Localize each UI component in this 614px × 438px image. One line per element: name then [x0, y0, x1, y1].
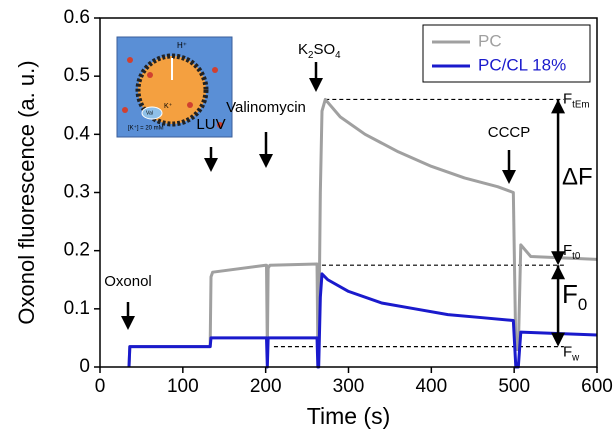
salt-label-part: SO — [313, 41, 335, 58]
annotation: LUV — [196, 116, 225, 133]
y-tick-label: 0.3 — [64, 182, 90, 203]
y-tick-label: 0.1 — [64, 298, 90, 319]
data-line — [127, 272, 598, 369]
f0-label: F0 — [562, 279, 587, 314]
inset-label: [K⁺] = 20 mM — [128, 125, 164, 132]
arrow-head — [551, 332, 566, 347]
x-tick-label: 400 — [415, 376, 447, 397]
arrow-head — [121, 316, 135, 330]
level-label-part: F — [563, 242, 572, 259]
y-tick-label: 0.4 — [64, 123, 91, 144]
x-tick-label: 600 — [581, 376, 613, 397]
level-label-part: t0 — [572, 251, 581, 262]
salt-label-part: K — [298, 41, 308, 58]
level-label-part: F — [563, 344, 572, 361]
x-axis-label: Time (s) — [307, 403, 390, 429]
y-tick-label: 0.6 — [64, 7, 90, 28]
arrow-head — [259, 154, 273, 168]
plot-frame — [99, 17, 598, 368]
y-axis-label: Oxonol fluorescence (a. u.) — [14, 60, 39, 324]
level-label-part: w — [571, 353, 580, 364]
level-label-part: tEm — [572, 100, 589, 111]
x-tick-label: 200 — [250, 376, 282, 397]
level-label: Fw — [563, 344, 580, 364]
annotation: Valinomycin — [226, 99, 306, 116]
arrow-head — [551, 99, 566, 114]
f0-label-part: F — [562, 279, 578, 309]
x-tick-label: 0 — [95, 376, 106, 397]
y-tick-label: 0.5 — [64, 65, 90, 86]
inset-label: H⁺ — [177, 41, 187, 50]
arrow-head — [204, 158, 218, 172]
arrow-head — [502, 170, 516, 184]
level-label: FtEm — [563, 90, 590, 110]
f0-label-part: 0 — [578, 295, 587, 314]
level-label-part: F — [563, 90, 572, 107]
inset-label: K⁺ — [164, 103, 173, 110]
level-label: Ft0 — [563, 242, 581, 262]
delta-label: ΔF — [562, 163, 593, 190]
annotation: CCCP — [488, 124, 531, 141]
inset-label: Val — [146, 110, 153, 116]
legend-label: PC — [478, 31, 502, 50]
x-tick-label: 100 — [167, 376, 199, 397]
valinomycin-icon — [141, 106, 163, 120]
arrow-head — [551, 265, 566, 280]
x-tick-label: 500 — [498, 376, 530, 397]
y-tick-label: 0 — [79, 356, 90, 377]
annotation: Oxonol — [104, 273, 152, 290]
salt-label-part: 2 — [308, 50, 313, 61]
arrow-head — [551, 251, 566, 266]
salt-label-part: 4 — [335, 50, 341, 61]
x-tick-label: 300 — [333, 376, 365, 397]
arrow-head — [309, 78, 323, 92]
inset: H⁺ K⁺ Val [K⁺] = 20 mM — [116, 36, 233, 138]
data-line — [127, 97, 598, 368]
legend-label: PC/CL 18% — [478, 55, 566, 74]
salt-label: K2SO4 — [298, 41, 341, 61]
legend-box — [422, 24, 591, 83]
y-tick-label: 0.2 — [64, 240, 90, 261]
